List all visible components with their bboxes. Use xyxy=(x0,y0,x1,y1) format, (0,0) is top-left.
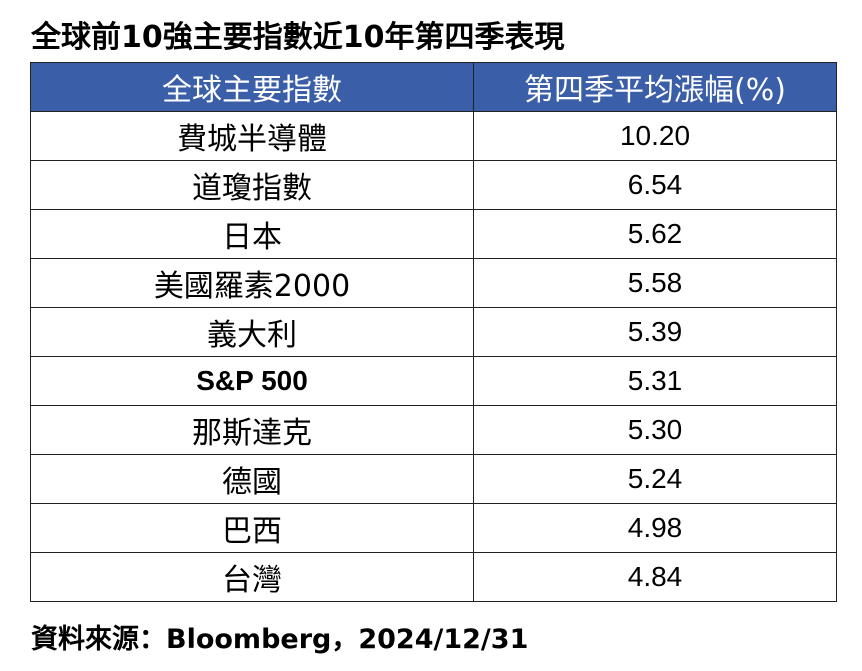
table-row: 美國羅素2000 5.58 xyxy=(30,258,837,308)
q4-avg-gain-cell: 4.84 xyxy=(473,552,837,602)
table-row: 費城半導體 10.20 xyxy=(30,111,837,161)
index-name-cell: 德國 xyxy=(30,454,474,504)
index-name-cell: 日本 xyxy=(30,209,474,259)
table-header-row: 全球主要指數 第四季平均漲幅(%) xyxy=(30,62,837,112)
column-header-index: 全球主要指數 xyxy=(30,62,474,112)
q4-avg-gain-cell: 10.20 xyxy=(473,111,837,161)
q4-avg-gain-cell: 5.58 xyxy=(473,258,837,308)
table-row: 台灣 4.84 xyxy=(30,552,837,602)
index-name-cell: 那斯達克 xyxy=(30,405,474,455)
q4-avg-gain-cell: 5.24 xyxy=(473,454,837,504)
q4-avg-gain-cell: 6.54 xyxy=(473,160,837,210)
column-header-q4-avg-gain: 第四季平均漲幅(%) xyxy=(473,62,837,112)
index-name-cell: 費城半導體 xyxy=(30,111,474,161)
table-row: 那斯達克 5.30 xyxy=(30,405,837,455)
q4-avg-gain-cell: 4.98 xyxy=(473,503,837,553)
index-performance-table: 全球主要指數 第四季平均漲幅(%) 費城半導體 10.20 道瓊指數 6.54 … xyxy=(30,62,837,602)
index-name-cell: 美國羅素2000 xyxy=(30,258,474,308)
index-name-cell: 巴西 xyxy=(30,503,474,553)
table-row: S&P 500 5.31 xyxy=(30,356,837,406)
table-row: 德國 5.24 xyxy=(30,454,837,504)
table-row: 義大利 5.39 xyxy=(30,307,837,357)
source-note: 資料來源：Bloomberg，2024/12/31 xyxy=(31,624,529,655)
index-name-cell: 道瓊指數 xyxy=(30,160,474,210)
table-row: 道瓊指數 6.54 xyxy=(30,160,837,210)
q4-avg-gain-cell: 5.62 xyxy=(473,209,837,259)
table-row: 日本 5.62 xyxy=(30,209,837,259)
q4-avg-gain-cell: 5.39 xyxy=(473,307,837,357)
index-name-cell: 台灣 xyxy=(30,552,474,602)
page-title: 全球前10強主要指數近10年第四季表現 xyxy=(31,20,565,55)
table-row: 巴西 4.98 xyxy=(30,503,837,553)
q4-avg-gain-cell: 5.30 xyxy=(473,405,837,455)
index-name-cell: 義大利 xyxy=(30,307,474,357)
index-name-cell: S&P 500 xyxy=(30,356,474,406)
q4-avg-gain-cell: 5.31 xyxy=(473,356,837,406)
